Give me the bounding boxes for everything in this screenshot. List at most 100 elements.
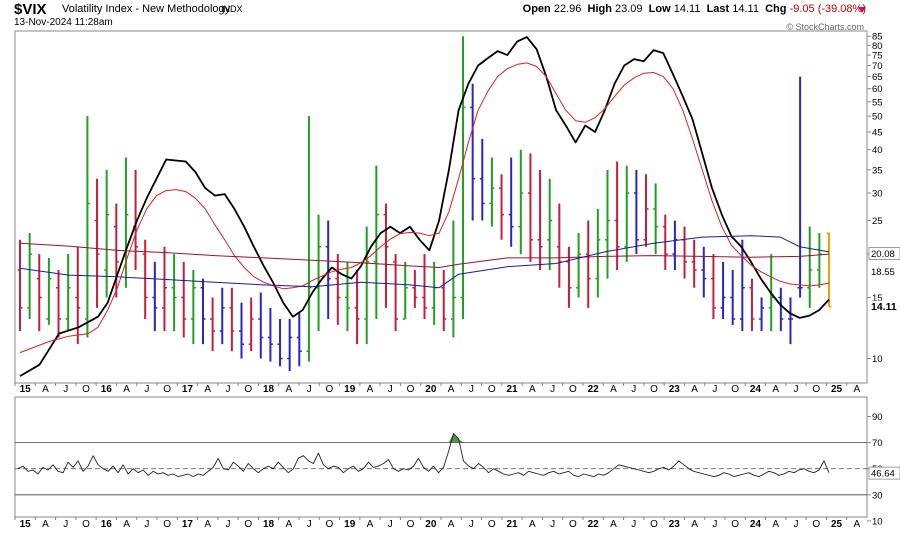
rsi-xtick-label: J: [469, 519, 474, 530]
rsi-panel: 15 A J O 16 A J O 17 A J O 18 A J O 19 A J O 20 A J O 21 A J O 22 A J O…: [14, 396, 900, 530]
rsi-xtick-label: 21: [506, 519, 518, 530]
price-ytick-label: 40: [872, 145, 883, 156]
ma-line-slow_blue: [19, 235, 830, 289]
rsi-xtick-label: A: [204, 519, 211, 530]
rsi-xtick-label: A: [367, 519, 374, 530]
ma-line-slow_red: [19, 242, 830, 268]
ohlc-bar: [720, 261, 726, 320]
price-xtick-label: J: [712, 384, 717, 395]
price-xtick-label: A: [42, 384, 49, 395]
last-label: Last: [706, 3, 730, 15]
ohlc-bar: [797, 76, 803, 298]
price-xtick-label: 18: [263, 384, 275, 395]
price-ytick-label: 65: [872, 72, 883, 83]
ohlc-bar: [778, 287, 784, 332]
price-xtick-label: O: [731, 384, 739, 395]
price-xtick-label: J: [144, 384, 149, 395]
price-ytick-label: 80: [872, 41, 883, 52]
price-xtick-label: J: [631, 384, 636, 395]
rsi-xtick-label: A: [286, 519, 293, 530]
rsi-xtick-label: O: [569, 519, 577, 530]
price-xtick-label: A: [610, 384, 617, 395]
rsi-xtick-label: O: [82, 519, 90, 530]
price-ytick-label: 55: [872, 97, 883, 108]
high-label: High: [587, 3, 612, 15]
ohlc-bar: [200, 278, 206, 345]
ohlc-bar: [46, 257, 52, 325]
rsi-xtick-label: O: [163, 519, 171, 530]
ohlc-bar: [65, 254, 71, 332]
price-xtick-label: 24: [750, 384, 762, 395]
price-xtick-label: 15: [20, 384, 32, 395]
rsi-xtick-label: O: [244, 519, 252, 530]
price-ytick-label: 75: [872, 51, 883, 62]
rsi-xtick-label: A: [529, 519, 536, 530]
ohlc-bar: [826, 232, 832, 308]
chg-label: Chg: [765, 3, 787, 15]
price-xtick-label: J: [469, 384, 474, 395]
exchange-label: INDX: [221, 4, 243, 14]
rsi-xtick-label: J: [794, 519, 799, 530]
rsi-xtick-label: A: [854, 519, 861, 530]
rsi-xtick-label: O: [326, 519, 334, 530]
rsi-overbought-fill: [448, 433, 464, 443]
ohlc-bar: [383, 203, 389, 308]
price-xtick-label: J: [550, 384, 555, 395]
ohlc-bar: [190, 270, 196, 345]
ohlc-bar: [248, 297, 254, 352]
price-xtick-label: J: [63, 384, 68, 395]
price-ytick-label: 25: [872, 216, 883, 227]
rsi-ytick-label: 70: [872, 438, 883, 449]
price-xtick-label: A: [367, 384, 374, 395]
high-value: 23.09: [615, 3, 643, 15]
price-ytick-label: 15: [872, 293, 883, 304]
price-ytick-label: 85: [872, 32, 883, 43]
chg-value: -9.05 (-39.08%): [789, 3, 866, 15]
rsi-xtick-label: A: [42, 519, 49, 530]
value-label-bg: [869, 300, 900, 313]
price-xtick-label: 20: [425, 384, 437, 395]
ohlc-bar: [335, 254, 341, 325]
ohlc-bar: [633, 169, 639, 255]
last-value: 14.11: [732, 3, 759, 15]
price-xtick-label: A: [772, 384, 779, 395]
ohlc-bar: [277, 319, 283, 367]
ohlc-bar: [710, 254, 716, 320]
ohlc-bar: [643, 174, 649, 247]
rsi-xtick-label: J: [226, 519, 231, 530]
price-xtick-label: O: [163, 384, 171, 395]
ohlc-bar: [739, 239, 745, 332]
ohlc-bar: [701, 246, 707, 298]
ohlc-bar: [749, 278, 755, 332]
ohlc-bar: [210, 297, 216, 352]
price-ytick-label: 10: [872, 354, 883, 365]
ohlc-bar: [624, 165, 630, 262]
ohlc-bar: [807, 226, 813, 308]
date-stamp: 13-Nov-2024 11:28am: [14, 17, 113, 28]
price-xtick-label: J: [226, 384, 231, 395]
price-xtick-label: 19: [344, 384, 356, 395]
chart-title: Volatility Index - New Methodology: [62, 3, 231, 15]
price-xtick-label: A: [691, 384, 698, 395]
price-xtick-label: A: [286, 384, 293, 395]
ohlc-bar: [787, 297, 793, 345]
rsi-xtick-label: 24: [750, 519, 762, 530]
ohlc-bar: [662, 214, 668, 271]
price-xtick-label: O: [407, 384, 415, 395]
price-ytick-label: 60: [872, 84, 883, 95]
ohlc-bar: [441, 270, 447, 332]
ohlc-bar: [161, 246, 167, 332]
chart-menu-icon[interactable]: [858, 7, 866, 13]
rsi-xtick-label: 17: [182, 519, 194, 530]
price-xtick-label: O: [569, 384, 577, 395]
ohlc-bar: [499, 174, 505, 240]
rsi-xtick-label: J: [144, 519, 149, 530]
ohlc-bar: [730, 270, 736, 325]
price-xtick-label: J: [794, 384, 799, 395]
ohlc-bar: [27, 233, 33, 320]
ohlc-bar: [393, 254, 399, 332]
open-value: 22.96: [553, 3, 582, 15]
rsi-xtick-label: 22: [588, 519, 600, 530]
ohlc-bar: [258, 292, 264, 359]
